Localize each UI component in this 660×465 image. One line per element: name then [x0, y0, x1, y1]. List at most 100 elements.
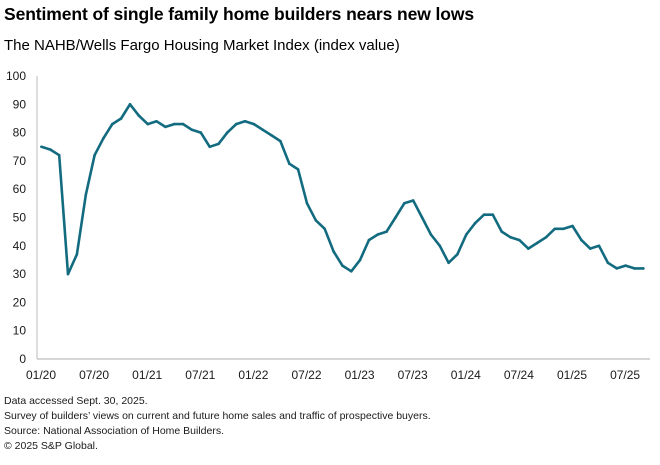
data-point: [252, 122, 256, 126]
data-point: [66, 272, 70, 276]
y-tick-label: 80: [13, 126, 27, 140]
data-point: [314, 219, 318, 222]
data-point: [642, 267, 645, 270]
chart-subtitle: The NAHB/Wells Fargo Housing Market Inde…: [4, 37, 400, 54]
y-tick-label: 10: [13, 324, 27, 338]
data-point: [190, 128, 194, 132]
x-tick-label: 07/23: [398, 368, 428, 382]
data-point: [93, 153, 96, 157]
data-point: [562, 227, 565, 231]
data-point: [465, 233, 468, 236]
data-point: [305, 202, 309, 205]
data-point: [208, 145, 211, 149]
data-point: [411, 199, 415, 202]
data-point: [181, 122, 185, 126]
data-point: [341, 264, 344, 267]
data-point: [580, 238, 583, 242]
y-tick-label: 50: [13, 211, 27, 225]
y-axis-ticks: 0 10 20 30 40 50 60 70 80 90 100: [6, 69, 26, 366]
data-point: [420, 216, 424, 219]
data-point: [164, 125, 167, 129]
y-tick-label: 30: [13, 267, 27, 281]
data-point: [456, 253, 459, 256]
data-point: [296, 168, 300, 171]
data-point: [102, 137, 105, 140]
data-point: [491, 213, 495, 216]
data-point: [173, 122, 176, 126]
data-point: [527, 247, 530, 250]
chart-footer: Data accessed Sept. 30, 2025. Survey of …: [4, 394, 431, 454]
x-tick-label: 01/22: [238, 368, 268, 382]
data-point: [128, 103, 132, 106]
data-point: [270, 134, 273, 137]
data-point: [119, 117, 123, 120]
data-point: [350, 270, 353, 273]
series-group: [40, 103, 645, 276]
data-point: [385, 230, 388, 233]
data-point: [155, 120, 158, 123]
footer-source: Source: National Association of Home Bui…: [4, 425, 225, 437]
data-point: [234, 122, 238, 126]
y-tick-label: 70: [13, 154, 27, 168]
x-tick-label: 07/21: [185, 368, 215, 382]
data-point: [500, 230, 504, 233]
data-point: [606, 261, 610, 265]
y-tick-label: 40: [13, 239, 27, 253]
data-point: [367, 238, 371, 242]
chart-title: Sentiment of single family home builders…: [4, 4, 475, 24]
data-point: [40, 145, 43, 149]
data-point: [438, 244, 442, 248]
data-point: [279, 139, 282, 143]
data-point: [403, 202, 406, 205]
data-point: [332, 250, 335, 253]
data-point: [615, 267, 619, 270]
y-tick-label: 60: [13, 182, 27, 196]
x-tick-label: 01/20: [26, 368, 56, 382]
x-tick-label: 01/21: [132, 368, 162, 382]
data-point: [518, 238, 521, 242]
series-line-hmi: [40, 103, 645, 276]
data-point: [261, 128, 265, 132]
data-point: [588, 247, 592, 250]
footer-description: Survey of builders’ views on current and…: [4, 410, 431, 422]
y-tick-label: 0: [19, 352, 26, 366]
data-point: [57, 153, 61, 157]
y-tick-label: 90: [13, 97, 27, 111]
data-point: [535, 241, 539, 245]
data-point: [429, 233, 433, 236]
data-point: [49, 148, 52, 151]
data-point: [146, 122, 149, 126]
x-axis-ticks: 01/20 07/20 01/21 07/21 01/22 07/22 01/23 07/23…: [26, 368, 640, 382]
data-point: [624, 264, 627, 267]
x-tick-label: 07/20: [79, 368, 109, 382]
data-point: [358, 258, 362, 262]
data-point: [553, 227, 557, 231]
data-point: [597, 244, 601, 248]
data-point: [447, 261, 450, 265]
data-point: [473, 221, 477, 225]
data-point: [571, 224, 574, 228]
data-point: [376, 233, 380, 236]
footer-data-accessed: Data accessed Sept. 30, 2025.: [4, 395, 148, 407]
footer-copyright: © 2025 S&P Global.: [4, 440, 98, 452]
data-point: [243, 120, 247, 123]
data-point: [323, 227, 327, 231]
data-point: [217, 142, 220, 146]
data-point: [544, 236, 548, 239]
x-tick-label: 07/24: [504, 368, 534, 382]
y-tick-label: 100: [6, 69, 26, 83]
data-point: [482, 213, 486, 216]
x-tick-label: 01/25: [557, 368, 587, 382]
x-tick-label: 01/23: [345, 368, 375, 382]
data-point: [226, 131, 229, 134]
x-tick-label: 07/25: [610, 368, 640, 382]
data-point: [288, 162, 291, 165]
data-point: [137, 114, 141, 117]
data-point: [633, 267, 636, 270]
y-tick-label: 20: [13, 295, 27, 309]
data-point: [199, 131, 203, 134]
x-tick-label: 01/24: [451, 368, 481, 382]
data-point: [75, 253, 79, 256]
data-point: [111, 122, 114, 126]
